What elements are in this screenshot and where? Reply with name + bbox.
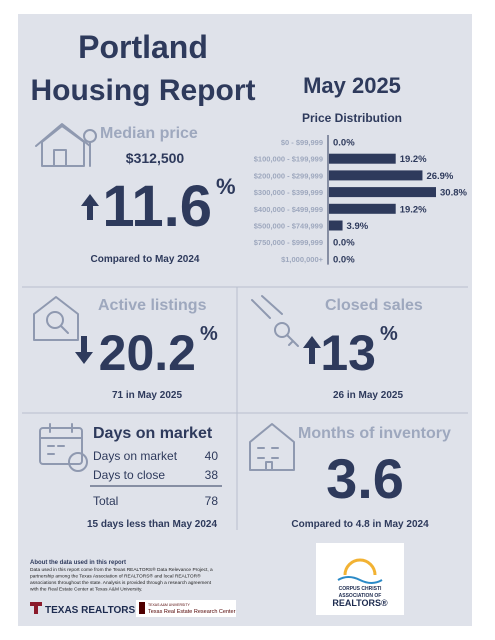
about-line: Data used in this report come from the T… <box>30 566 213 573</box>
logo-text: ASSOCIATION OF <box>339 593 382 599</box>
row-label: Total <box>93 494 118 508</box>
bar <box>329 153 396 164</box>
about-line: partnership among the Texas Association … <box>30 573 201 580</box>
unit: % <box>200 323 218 345</box>
section-title: Days on market <box>93 425 213 442</box>
logo-left: TEXAS REALTORS <box>45 605 136 616</box>
value-label: 19.2% <box>400 204 427 215</box>
about-title: About the data used in this report <box>30 560 126 566</box>
bar <box>329 187 436 198</box>
logo-wave <box>337 576 383 584</box>
section-title: Active listings <box>98 297 207 314</box>
up-arrow <box>81 194 99 220</box>
logo-text: REALTORS® <box>332 598 388 608</box>
down-arrow <box>75 336 93 364</box>
section-title: Months of inventory <box>298 425 451 442</box>
title: Portland <box>78 29 208 65</box>
row-value: 40 <box>205 449 219 463</box>
house-icon <box>35 123 97 167</box>
up-arrow <box>303 336 321 364</box>
title: Housing Report <box>31 74 256 107</box>
search-house-icon <box>33 296 79 341</box>
note: 71 in May 2025 <box>112 390 182 401</box>
section-title: Median price <box>100 125 198 142</box>
bar <box>329 170 423 181</box>
row-value: 38 <box>205 468 219 482</box>
unit: % <box>380 323 398 345</box>
value-label: 0.0% <box>333 138 355 149</box>
note: 26 in May 2025 <box>333 390 403 401</box>
category-label: $750,000 - $999,999 <box>254 238 323 247</box>
logo-sun <box>343 558 377 576</box>
change: 11.6 <box>102 174 212 239</box>
section-title: Closed sales <box>325 297 423 314</box>
value-label: 26.9% <box>426 171 453 182</box>
category-label: $200,000 - $299,999 <box>254 171 323 180</box>
building-icon <box>249 423 295 471</box>
change: 13 <box>320 325 376 381</box>
about-line: with the Real Estate Center at Texas A&M… <box>30 587 142 593</box>
row-label: Days on market <box>93 449 178 463</box>
note: Compared to 4.8 in May 2024 <box>291 519 429 530</box>
background <box>18 14 472 626</box>
value-label: 0.0% <box>333 238 355 249</box>
note: Compared to May 2024 <box>91 254 200 265</box>
bar <box>329 203 396 214</box>
unit: % <box>216 174 236 199</box>
value-label: 0.0% <box>333 254 355 265</box>
logo-mark <box>30 602 42 614</box>
logo-box <box>136 600 236 617</box>
logo-text: CORPUS CHRISTI <box>339 586 382 592</box>
days-table: Days on market 40 Days to close 38 Total 78 <box>93 449 218 508</box>
category-label: $400,000 - $499,999 <box>254 205 323 214</box>
price: $312,500 <box>126 150 185 166</box>
logo-mid-small: TEXAS A&M UNIVERSITY <box>148 603 190 607</box>
logo-mark <box>139 602 145 614</box>
bar <box>329 220 343 231</box>
about-text: Data used in this report come from the T… <box>30 566 213 593</box>
value: 3.6 <box>326 447 404 510</box>
category-label: $300,000 - $399,999 <box>254 188 323 197</box>
price-distribution: $0 - $99,999 0.0% $100,000 - $199,999 19.2%… <box>254 135 467 265</box>
value-label: 19.2% <box>400 154 427 165</box>
change: 20.2 <box>99 325 196 381</box>
value-label: 3.9% <box>347 221 369 232</box>
period: May 2025 <box>303 73 401 98</box>
category-label: $100,000 - $199,999 <box>254 155 323 164</box>
note: 15 days less than May 2024 <box>87 519 218 530</box>
calendar-icon <box>39 423 88 472</box>
about-line: associations throughout the state. Analy… <box>30 580 212 586</box>
key-icon <box>251 295 299 347</box>
value-label: 30.8% <box>440 188 467 199</box>
category-label: $1,000,000+ <box>281 255 324 264</box>
chart-title: Price Distribution <box>302 111 402 125</box>
category-label: $500,000 - $749,999 <box>254 222 323 231</box>
category-label: $0 - $99,999 <box>281 138 323 147</box>
logo-mid: Texas Real Estate Research Center <box>148 609 236 615</box>
row-label: Days to close <box>93 468 165 482</box>
row-value: 78 <box>205 494 219 508</box>
